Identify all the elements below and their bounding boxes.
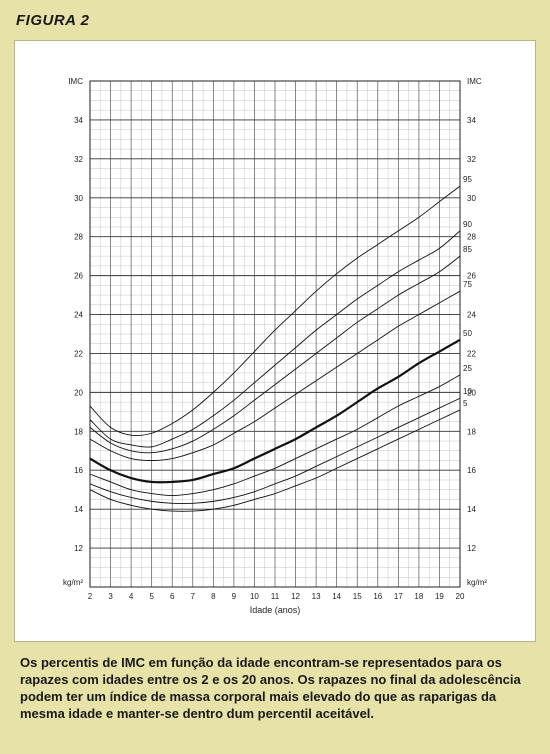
y-tick-label-left: 30 [74, 194, 83, 203]
percentile-curve-10 [89, 397, 461, 505]
x-tick-label: 7 [191, 592, 196, 601]
y-tick-label-left: 14 [74, 505, 83, 514]
y-tick-label-left: 34 [74, 116, 83, 125]
y-axis-title-left: IMC [68, 77, 83, 86]
x-tick-label: 12 [291, 592, 300, 601]
x-tick-label: 17 [394, 592, 403, 601]
unit-label-left: kg/m² [63, 578, 83, 587]
x-tick-label: 13 [312, 592, 321, 601]
percentile-curve-95 [89, 185, 461, 437]
x-tick-label: 9 [232, 592, 237, 601]
x-tick-label: 6 [170, 592, 175, 601]
percentile-curves [89, 185, 461, 512]
x-tick-label: 2 [88, 592, 93, 601]
chart-panel: 2 3 4 5 6 7 8 9 10 11 12 13 14 15 16 17 18 19 20 12 12 14 14 16… [14, 40, 536, 642]
y-tick-label-left: 22 [74, 349, 83, 358]
y-tick-label-left: 16 [74, 466, 83, 475]
x-tick-label: 8 [211, 592, 216, 601]
percentile-curve-25 [89, 374, 461, 496]
x-tick-label: 4 [129, 592, 134, 601]
percentile-label-85: 85 [463, 245, 472, 254]
percentile-label-25: 25 [463, 364, 472, 373]
percentile-label-50: 50 [463, 329, 472, 338]
major-grid [89, 80, 461, 588]
x-tick-label: 11 [271, 592, 280, 601]
y-tick-label-right: 18 [467, 427, 476, 436]
y-tick-label-right: 28 [467, 233, 476, 242]
x-tick-label: 15 [353, 592, 362, 601]
percentile-curve-50 [89, 338, 461, 484]
y-tick-label-left: 32 [74, 155, 83, 164]
percentile-label-75: 75 [463, 280, 472, 289]
unit-label-right: kg/m² [467, 578, 487, 587]
x-tick-label: 20 [456, 592, 465, 601]
y-tick-label-right: 16 [467, 466, 476, 475]
percentile-curve-5 [89, 409, 461, 512]
y-tick-label-right: 12 [467, 544, 476, 553]
y-axis-title-right: IMC [467, 77, 482, 86]
plot-frame [89, 80, 461, 588]
y-tick-label-right: 20 [467, 388, 476, 397]
y-tick-label-left: 26 [74, 272, 83, 281]
x-tick-label: 3 [108, 592, 113, 601]
x-tick-label: 5 [149, 592, 154, 601]
y-tick-label-right: 24 [467, 311, 476, 320]
percentile-label-10: 10 [463, 387, 472, 396]
y-tick-label-right: 22 [467, 349, 476, 358]
y-tick-label-left: 28 [74, 233, 83, 242]
x-tick-label: 14 [332, 592, 341, 601]
y-tick-label-right: 34 [467, 116, 476, 125]
y-tick-label-left: 12 [74, 544, 83, 553]
figure-caption: Os percentis de IMC em função da idade e… [20, 655, 521, 721]
figure-label: FIGURA 2 [16, 12, 90, 29]
x-axis-title: Idade (anos) [250, 605, 301, 615]
y-tick-label-right: 26 [467, 272, 476, 281]
x-tick-label: 19 [435, 592, 444, 601]
x-tick-label: 18 [414, 592, 423, 601]
percentile-label-90: 90 [463, 220, 472, 229]
percentile-label-5: 5 [463, 399, 468, 408]
percentile-label-95: 95 [463, 175, 472, 184]
percentile-curve-75 [89, 290, 461, 461]
x-tick-label: 16 [373, 592, 382, 601]
y-tick-label-left: 18 [74, 427, 83, 436]
y-tick-label-left: 20 [74, 388, 83, 397]
percentile-curve-85 [89, 255, 461, 454]
y-tick-label-right: 32 [467, 155, 476, 164]
y-tick-label-left: 24 [74, 311, 83, 320]
y-tick-label-right: 30 [467, 194, 476, 203]
x-tick-label: 10 [250, 592, 259, 601]
y-tick-label-right: 14 [467, 505, 476, 514]
percentile-curve-90 [89, 230, 461, 448]
